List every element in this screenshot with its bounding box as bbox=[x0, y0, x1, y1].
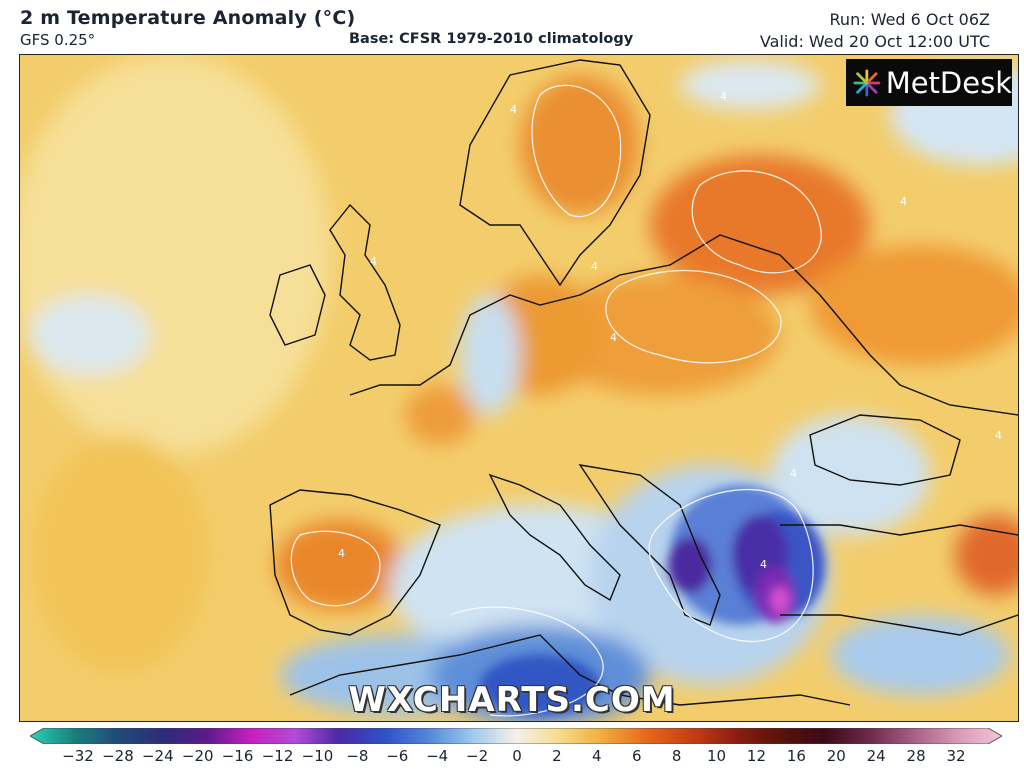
colorbar-tick-label: 8 bbox=[671, 747, 682, 765]
model-label: GFS 0.25° bbox=[20, 31, 96, 49]
colorbar-tick-label: −32 bbox=[62, 747, 94, 765]
map-canvas: 4 4 4 4 4 4 4 4 4 4 bbox=[20, 55, 1018, 721]
colorbar-tick-label: −28 bbox=[102, 747, 134, 765]
colorbar-tick-label: 16 bbox=[786, 747, 806, 765]
contour-label: 4 bbox=[510, 103, 517, 116]
colorbar-tick-label: 24 bbox=[866, 747, 886, 765]
colorbar bbox=[30, 728, 1002, 744]
anomaly-map[interactable]: 4 4 4 4 4 4 4 4 4 4 bbox=[19, 54, 1019, 722]
colorbar-tick-label: −20 bbox=[181, 747, 214, 765]
contour-label: 4 bbox=[790, 467, 797, 480]
anomaly-contours bbox=[290, 84, 822, 717]
colorbar-tick-label: 20 bbox=[826, 747, 846, 765]
contour-label: 4 bbox=[591, 260, 598, 273]
colorbar-tick-label: −16 bbox=[221, 747, 254, 765]
colorbar-ticks: −32 −28 −24 −20 −16 −12 −10 −8 −6 −4 −2 0 2 4 6 8 10 12 16… bbox=[0, 747, 1024, 777]
colorbar-tick-label: 6 bbox=[631, 747, 642, 765]
contour-label: 4 bbox=[995, 429, 1002, 442]
contour-label: 4 bbox=[720, 90, 727, 103]
colorbar-tick-label: −4 bbox=[426, 747, 449, 765]
metdesk-burst-icon bbox=[853, 69, 881, 96]
contour-label: 4 bbox=[338, 547, 345, 560]
contour-label: 4 bbox=[370, 255, 377, 268]
colorbar-tick-label: −24 bbox=[141, 747, 174, 765]
colorbar-tick-label: −8 bbox=[346, 747, 369, 765]
colorbar-tick-label: 28 bbox=[906, 747, 926, 765]
colorbar-tick-label: 4 bbox=[592, 747, 602, 765]
climatology-base-label: Base: CFSR 1979-2010 climatology bbox=[349, 31, 634, 47]
contour-label: 4 bbox=[760, 558, 767, 571]
valid-time-label: Valid: Wed 20 Oct 12:00 UTC bbox=[759, 32, 990, 51]
run-time-label: Run: Wed 6 Oct 06Z bbox=[829, 10, 990, 29]
chart-title: 2 m Temperature Anomaly (°C) bbox=[20, 7, 356, 29]
colorbar-tick-label: −2 bbox=[466, 747, 489, 765]
coastlines bbox=[269, 59, 1018, 706]
colorbar-tick-label: −12 bbox=[261, 747, 294, 765]
colorbar-tick-label: −10 bbox=[301, 747, 334, 765]
colorbar-tick-label: −6 bbox=[386, 747, 409, 765]
metdesk-logo-text: MetDesk bbox=[885, 65, 1012, 100]
contour-label: 4 bbox=[610, 331, 617, 344]
contour-label: 4 bbox=[900, 195, 907, 208]
metdesk-logo: MetDesk bbox=[846, 59, 1012, 106]
colorbar-tick-label: 2 bbox=[552, 747, 562, 765]
colorbar-tick-label: 10 bbox=[706, 747, 727, 765]
colorbar-tick-label: 32 bbox=[946, 747, 966, 765]
wxcharts-watermark: WXCHARTS.COM bbox=[348, 680, 676, 720]
colorbar-tick-label: 12 bbox=[746, 747, 766, 765]
atlantic-pale-area bbox=[20, 55, 330, 455]
colorbar-tick-label: 0 bbox=[512, 747, 522, 765]
